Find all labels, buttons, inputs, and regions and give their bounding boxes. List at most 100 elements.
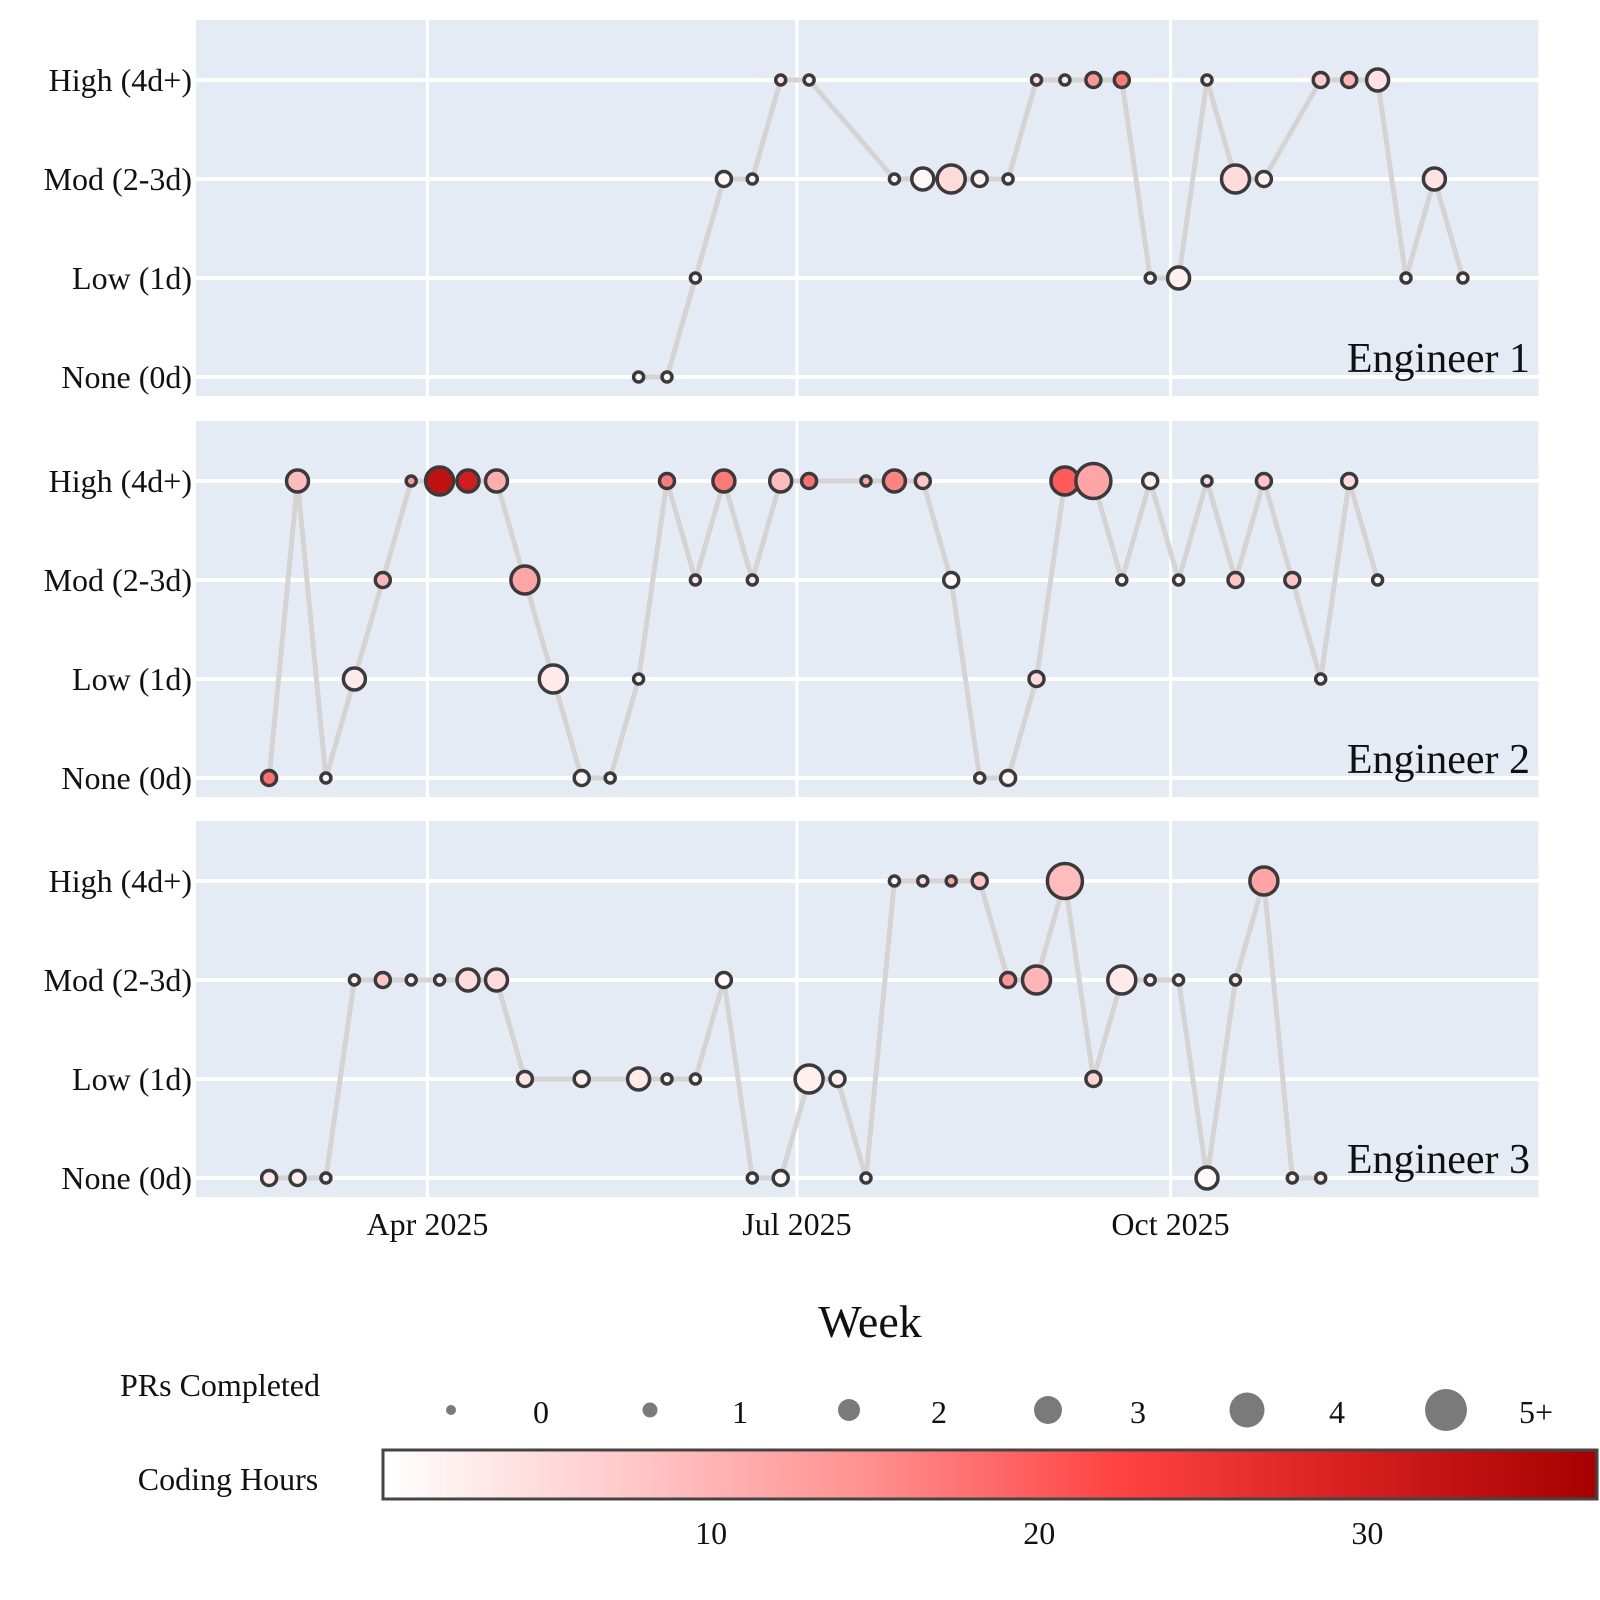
data-point <box>1311 70 1330 90</box>
size-legend-label: 5+ <box>1519 1394 1553 1430</box>
data-point <box>1074 461 1113 501</box>
data-point <box>423 465 456 497</box>
data-point <box>1370 573 1385 587</box>
data-point <box>373 570 393 590</box>
data-point <box>745 1171 760 1185</box>
data-point <box>404 474 418 488</box>
data-point <box>1339 70 1359 90</box>
data-point <box>998 768 1018 788</box>
data-point <box>341 666 368 692</box>
data-point <box>483 468 510 494</box>
data-point <box>1143 271 1157 285</box>
data-point <box>515 1069 535 1089</box>
data-point <box>1106 964 1138 996</box>
colorbar-tick-label: 30 <box>1351 1515 1383 1551</box>
data-point <box>631 370 646 384</box>
data-point <box>745 172 760 186</box>
y-tick-label: Low (1d) <box>72 661 192 697</box>
size-legend-items: 0 1 2 3 4 5+ <box>446 1389 1553 1431</box>
data-point <box>1285 1171 1300 1185</box>
data-point <box>998 970 1018 990</box>
data-point <box>793 1063 825 1095</box>
data-point <box>1171 573 1186 587</box>
data-point <box>688 1072 703 1086</box>
data-point <box>688 271 703 285</box>
data-point <box>1140 471 1160 491</box>
panel-label: Engineer 2 <box>1347 737 1530 783</box>
data-point <box>1200 474 1214 488</box>
panel-engineer-1: None (0d) Low (1d) Mod (2-3d) High (4d+) Eng… <box>44 20 1542 396</box>
data-point <box>916 874 930 888</box>
data-point <box>404 973 418 987</box>
data-point <box>1248 865 1280 897</box>
y-tick-label: High (4d+) <box>49 463 192 499</box>
x-tick-label: Oct 2025 <box>1111 1206 1229 1242</box>
size-legend-marker <box>446 1405 456 1415</box>
y-tick-label: None (0d) <box>61 1160 192 1196</box>
data-point <box>944 874 958 888</box>
data-point <box>859 1171 873 1185</box>
data-point <box>1313 1171 1328 1185</box>
panel-background <box>196 20 1540 396</box>
data-point <box>881 468 908 494</box>
data-point <box>773 73 788 87</box>
x-axis-title: Week <box>818 1296 922 1347</box>
data-point <box>284 468 311 494</box>
data-point <box>711 468 737 494</box>
x-axis: Apr 2025 Jul 2025 Oct 2025 <box>367 1206 1230 1242</box>
data-point <box>887 172 902 186</box>
data-point <box>432 973 447 987</box>
size-legend-marker <box>1229 1392 1265 1428</box>
data-point <box>1254 169 1274 189</box>
data-point <box>259 1168 279 1188</box>
data-point <box>970 169 989 189</box>
size-legend-title: PRs Completed <box>120 1367 320 1403</box>
data-point <box>1165 265 1192 291</box>
data-point <box>1228 973 1243 987</box>
y-tick-label: Low (1d) <box>72 1061 192 1097</box>
colorbar-tick-label: 10 <box>695 1515 727 1551</box>
colorbar-ticks: 10 20 30 <box>695 1515 1383 1551</box>
data-point <box>1364 67 1391 93</box>
colorbar <box>381 1448 1599 1501</box>
size-legend-label: 2 <box>931 1394 947 1430</box>
data-point <box>970 871 989 891</box>
data-point <box>455 967 481 993</box>
size-legend-label: 0 <box>533 1394 549 1430</box>
panel-engineer-3: None (0d) Low (1d) Mod (2-3d) High (4d+) Eng… <box>44 821 1542 1197</box>
data-point <box>714 169 734 189</box>
data-point <box>828 1069 847 1089</box>
data-point <box>373 970 393 990</box>
y-tick-label: Mod (2-3d) <box>44 962 192 998</box>
data-point <box>1058 73 1072 87</box>
size-legend-marker <box>1425 1389 1467 1431</box>
data-point <box>660 370 674 384</box>
data-point <box>319 1171 333 1185</box>
data-point <box>1112 70 1132 90</box>
size-legend-label: 3 <box>1130 1394 1146 1430</box>
data-point <box>509 564 541 596</box>
x-tick-label: Apr 2025 <box>367 1206 489 1242</box>
y-tick-label: Mod (2-3d) <box>44 161 192 197</box>
data-point <box>319 771 333 785</box>
x-tick-label: Jul 2025 <box>742 1206 851 1242</box>
data-point <box>1143 973 1157 987</box>
data-point <box>799 471 819 491</box>
panel-engineer-2: None (0d) Low (1d) Mod (2-3d) High (4d+) Eng… <box>44 421 1542 797</box>
legend: PRs Completed 0 1 2 3 4 5+ Coding Hours 10 20 3… <box>120 1367 1599 1551</box>
data-point <box>347 973 362 987</box>
data-point <box>767 468 794 494</box>
size-legend-label: 4 <box>1329 1394 1345 1430</box>
data-point <box>1020 964 1053 996</box>
data-point <box>572 768 591 788</box>
data-point <box>259 768 279 788</box>
data-point <box>1226 570 1245 590</box>
data-point <box>1084 1069 1103 1089</box>
size-legend-marker <box>1034 1396 1062 1424</box>
data-point <box>1456 271 1470 285</box>
y-tick-label: High (4d+) <box>49 863 192 899</box>
data-point <box>913 471 933 491</box>
data-point <box>1115 573 1129 587</box>
size-legend-marker <box>838 1399 860 1421</box>
